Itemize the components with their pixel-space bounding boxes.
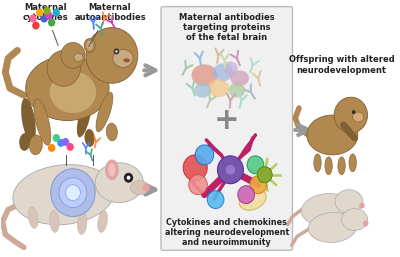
Circle shape	[36, 9, 43, 17]
Ellipse shape	[50, 210, 59, 232]
Ellipse shape	[105, 160, 118, 180]
Ellipse shape	[29, 135, 42, 155]
Circle shape	[47, 50, 80, 86]
Ellipse shape	[74, 53, 83, 61]
Circle shape	[52, 134, 60, 142]
Circle shape	[48, 144, 55, 152]
Circle shape	[195, 145, 214, 165]
Ellipse shape	[96, 92, 113, 132]
Circle shape	[40, 15, 48, 23]
Circle shape	[51, 169, 95, 216]
Ellipse shape	[228, 83, 245, 98]
Ellipse shape	[78, 213, 87, 234]
Circle shape	[115, 50, 118, 53]
Circle shape	[124, 173, 133, 183]
Ellipse shape	[26, 56, 109, 121]
Circle shape	[30, 15, 37, 23]
Ellipse shape	[207, 79, 230, 97]
Ellipse shape	[335, 190, 363, 214]
Circle shape	[52, 9, 60, 17]
Ellipse shape	[77, 99, 91, 137]
Ellipse shape	[84, 129, 95, 147]
Text: Offspring with altered
neurodevelopment: Offspring with altered neurodevelopment	[289, 56, 394, 75]
Circle shape	[257, 167, 272, 183]
Circle shape	[250, 176, 266, 194]
Circle shape	[59, 178, 87, 208]
Circle shape	[86, 27, 138, 83]
Ellipse shape	[230, 70, 249, 86]
Ellipse shape	[308, 213, 356, 242]
Ellipse shape	[130, 181, 149, 195]
Circle shape	[183, 155, 207, 181]
Ellipse shape	[124, 58, 130, 62]
Circle shape	[45, 12, 52, 20]
Ellipse shape	[194, 83, 211, 98]
Text: +: +	[214, 106, 240, 135]
Ellipse shape	[223, 61, 238, 75]
Circle shape	[127, 176, 130, 180]
Ellipse shape	[84, 39, 95, 52]
Circle shape	[66, 185, 80, 201]
Ellipse shape	[314, 154, 321, 172]
Ellipse shape	[13, 164, 114, 225]
Circle shape	[334, 97, 368, 133]
Circle shape	[142, 184, 150, 192]
Text: Maternal antibodies
targeting proteins
of the fetal brain: Maternal antibodies targeting proteins o…	[179, 13, 274, 42]
Ellipse shape	[86, 41, 93, 50]
Circle shape	[66, 143, 74, 151]
Circle shape	[359, 203, 365, 209]
Circle shape	[48, 19, 55, 26]
Circle shape	[57, 139, 65, 147]
Ellipse shape	[108, 163, 116, 176]
Ellipse shape	[95, 163, 143, 203]
Ellipse shape	[301, 194, 352, 226]
Circle shape	[352, 110, 356, 114]
Ellipse shape	[19, 133, 30, 151]
Ellipse shape	[113, 49, 133, 67]
Text: Maternal
autoantibodies: Maternal autoantibodies	[74, 3, 146, 22]
Ellipse shape	[28, 207, 38, 228]
Circle shape	[226, 165, 235, 175]
Ellipse shape	[34, 99, 51, 145]
Ellipse shape	[98, 211, 108, 232]
Ellipse shape	[342, 209, 368, 231]
Circle shape	[207, 191, 224, 209]
Ellipse shape	[192, 64, 218, 86]
Circle shape	[247, 156, 264, 174]
Circle shape	[62, 138, 69, 146]
Ellipse shape	[325, 157, 332, 175]
Ellipse shape	[307, 115, 358, 155]
Circle shape	[43, 7, 51, 15]
Text: Maternal
cytokines: Maternal cytokines	[22, 3, 68, 22]
Text: Cytokines and chemokines
altering neurodevelopment
and neuroimmunity: Cytokines and chemokines altering neurod…	[164, 218, 289, 247]
Ellipse shape	[106, 123, 118, 141]
Ellipse shape	[239, 189, 266, 210]
Circle shape	[32, 22, 40, 30]
Circle shape	[61, 42, 85, 68]
Ellipse shape	[50, 71, 96, 113]
FancyBboxPatch shape	[161, 7, 292, 250]
Circle shape	[238, 186, 254, 204]
Circle shape	[218, 156, 243, 184]
Circle shape	[363, 221, 368, 226]
Ellipse shape	[353, 112, 364, 122]
Ellipse shape	[213, 63, 233, 81]
Circle shape	[189, 175, 207, 195]
Circle shape	[114, 48, 119, 54]
Ellipse shape	[338, 157, 345, 175]
Ellipse shape	[349, 154, 356, 172]
Ellipse shape	[21, 98, 36, 142]
